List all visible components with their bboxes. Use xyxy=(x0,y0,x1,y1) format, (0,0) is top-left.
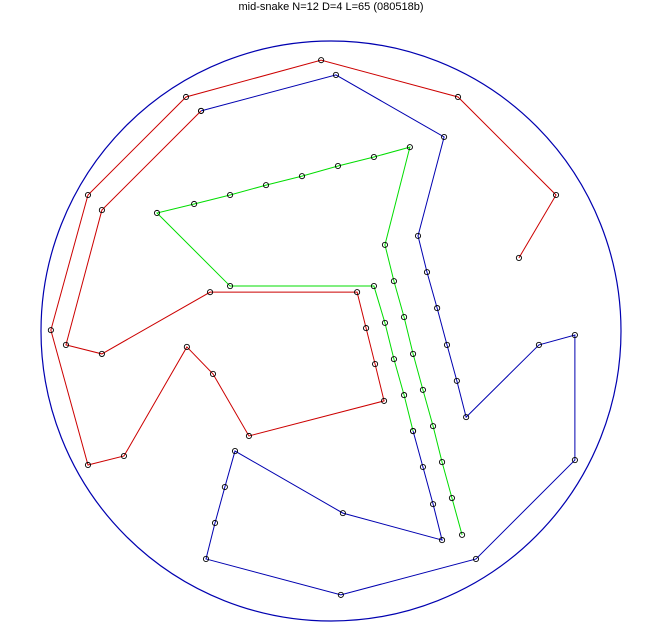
node-marker xyxy=(318,57,325,64)
node-marker xyxy=(381,397,388,404)
node-marker xyxy=(441,133,448,141)
node-marker xyxy=(120,452,127,460)
node-marker xyxy=(334,162,342,170)
node-marker xyxy=(443,341,451,348)
node-marker xyxy=(191,200,198,208)
snake-segment-0 xyxy=(50,59,557,466)
node-marker xyxy=(381,241,388,248)
node-marker xyxy=(439,459,446,466)
node-marker xyxy=(370,282,377,290)
boundary-circle xyxy=(40,40,622,622)
node-marker xyxy=(298,173,306,180)
node-marker xyxy=(552,191,560,199)
node-marker xyxy=(472,555,480,562)
node-marker xyxy=(535,341,542,348)
node-marker xyxy=(98,207,105,214)
node-marker xyxy=(434,305,441,312)
node-marker xyxy=(448,494,455,502)
node-marker xyxy=(571,456,578,464)
node-marker xyxy=(262,182,270,189)
snake-segment-2 xyxy=(156,146,463,536)
node-marker xyxy=(337,591,344,598)
node-marker xyxy=(453,377,460,384)
node-marker xyxy=(515,254,522,261)
node-marker xyxy=(390,356,397,363)
node-marker xyxy=(153,209,161,217)
node-marker xyxy=(62,341,69,348)
node-marker xyxy=(571,332,578,339)
node-marker xyxy=(354,289,361,296)
node-marker xyxy=(98,350,105,357)
node-marker xyxy=(245,432,252,440)
node-marker xyxy=(414,232,422,239)
node-marker xyxy=(221,483,228,491)
node-marker xyxy=(401,392,408,399)
node-marker xyxy=(370,153,377,161)
node-marker xyxy=(207,289,214,296)
node-marker xyxy=(419,463,426,471)
node-marker xyxy=(363,325,370,332)
node-marker xyxy=(227,191,234,199)
node-marker xyxy=(419,386,426,393)
node-marker xyxy=(332,71,339,78)
node-marker xyxy=(227,282,234,290)
node-marker xyxy=(84,191,92,199)
node-marker xyxy=(381,319,388,326)
node-marker xyxy=(459,531,466,538)
node-marker xyxy=(231,448,239,455)
node-marker xyxy=(390,278,397,285)
node-marker xyxy=(84,461,92,469)
node-marker xyxy=(211,519,219,527)
node-marker xyxy=(339,510,346,517)
node-marker xyxy=(406,144,413,151)
node-marker xyxy=(423,269,431,276)
node-marker xyxy=(202,555,210,562)
node-marker xyxy=(454,93,462,101)
node-marker xyxy=(410,350,417,357)
node-marker xyxy=(401,314,408,321)
node-marker xyxy=(430,501,437,508)
snake-segment-1 xyxy=(200,74,576,596)
node-marker xyxy=(430,423,437,430)
node-marker xyxy=(209,370,217,377)
node-marker xyxy=(182,93,190,101)
node-marker xyxy=(372,361,379,368)
node-marker xyxy=(463,414,470,421)
chart-title: mid-snake N=12 D=4 L=65 (080518b) xyxy=(238,1,424,13)
node-marker xyxy=(439,537,446,544)
node-marker xyxy=(47,327,54,334)
node-marker xyxy=(183,343,190,351)
node-marker xyxy=(410,427,417,435)
node-marker xyxy=(198,107,205,114)
